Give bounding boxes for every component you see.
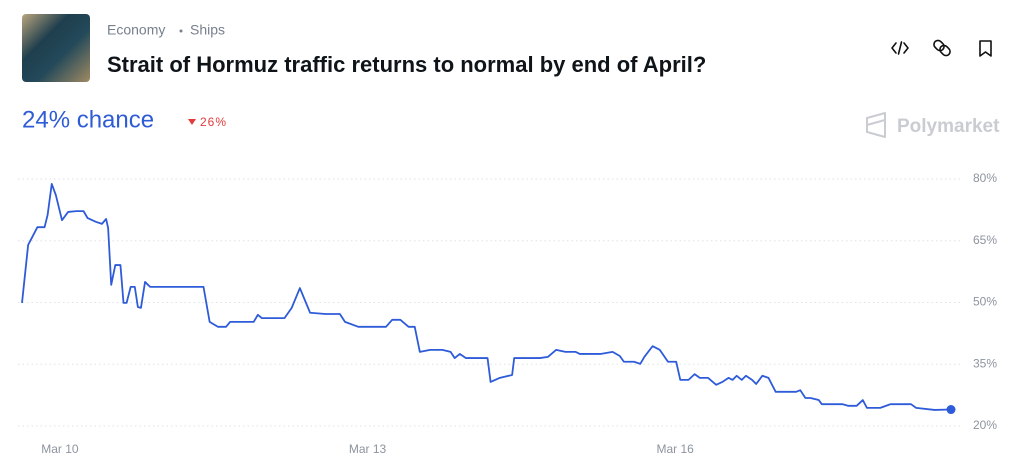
change-arrow: [188, 119, 196, 125]
current-chance: 24% chance: [22, 106, 154, 133]
x-tick-label: Mar 16: [656, 442, 694, 456]
bookmark-button[interactable]: [979, 40, 992, 57]
y-tick-label: 65%: [973, 233, 997, 247]
current-point: [946, 405, 956, 415]
brand-name: Polymarket: [897, 116, 1000, 137]
y-tick-label: 20%: [973, 418, 997, 432]
x-tick-label: Mar 10: [41, 442, 79, 456]
price-line: [21, 183, 952, 411]
change-value: 26%: [200, 115, 227, 129]
y-tick-label: 35%: [973, 356, 997, 370]
brand-logo: [866, 112, 886, 138]
copy-link-button[interactable]: [932, 39, 951, 57]
y-tick-label: 80%: [973, 171, 997, 185]
embed-button[interactable]: [891, 41, 909, 55]
breadcrumb-separator: [179, 29, 183, 33]
x-tick-label: Mar 13: [349, 442, 387, 456]
market-title: Strait of Hormuz traffic returns to norm…: [107, 52, 706, 77]
market-thumbnail: [22, 14, 90, 82]
breadcrumb: Economy: [107, 22, 165, 38]
y-tick-label: 50%: [973, 295, 997, 309]
breadcrumb: Ships: [190, 22, 225, 38]
